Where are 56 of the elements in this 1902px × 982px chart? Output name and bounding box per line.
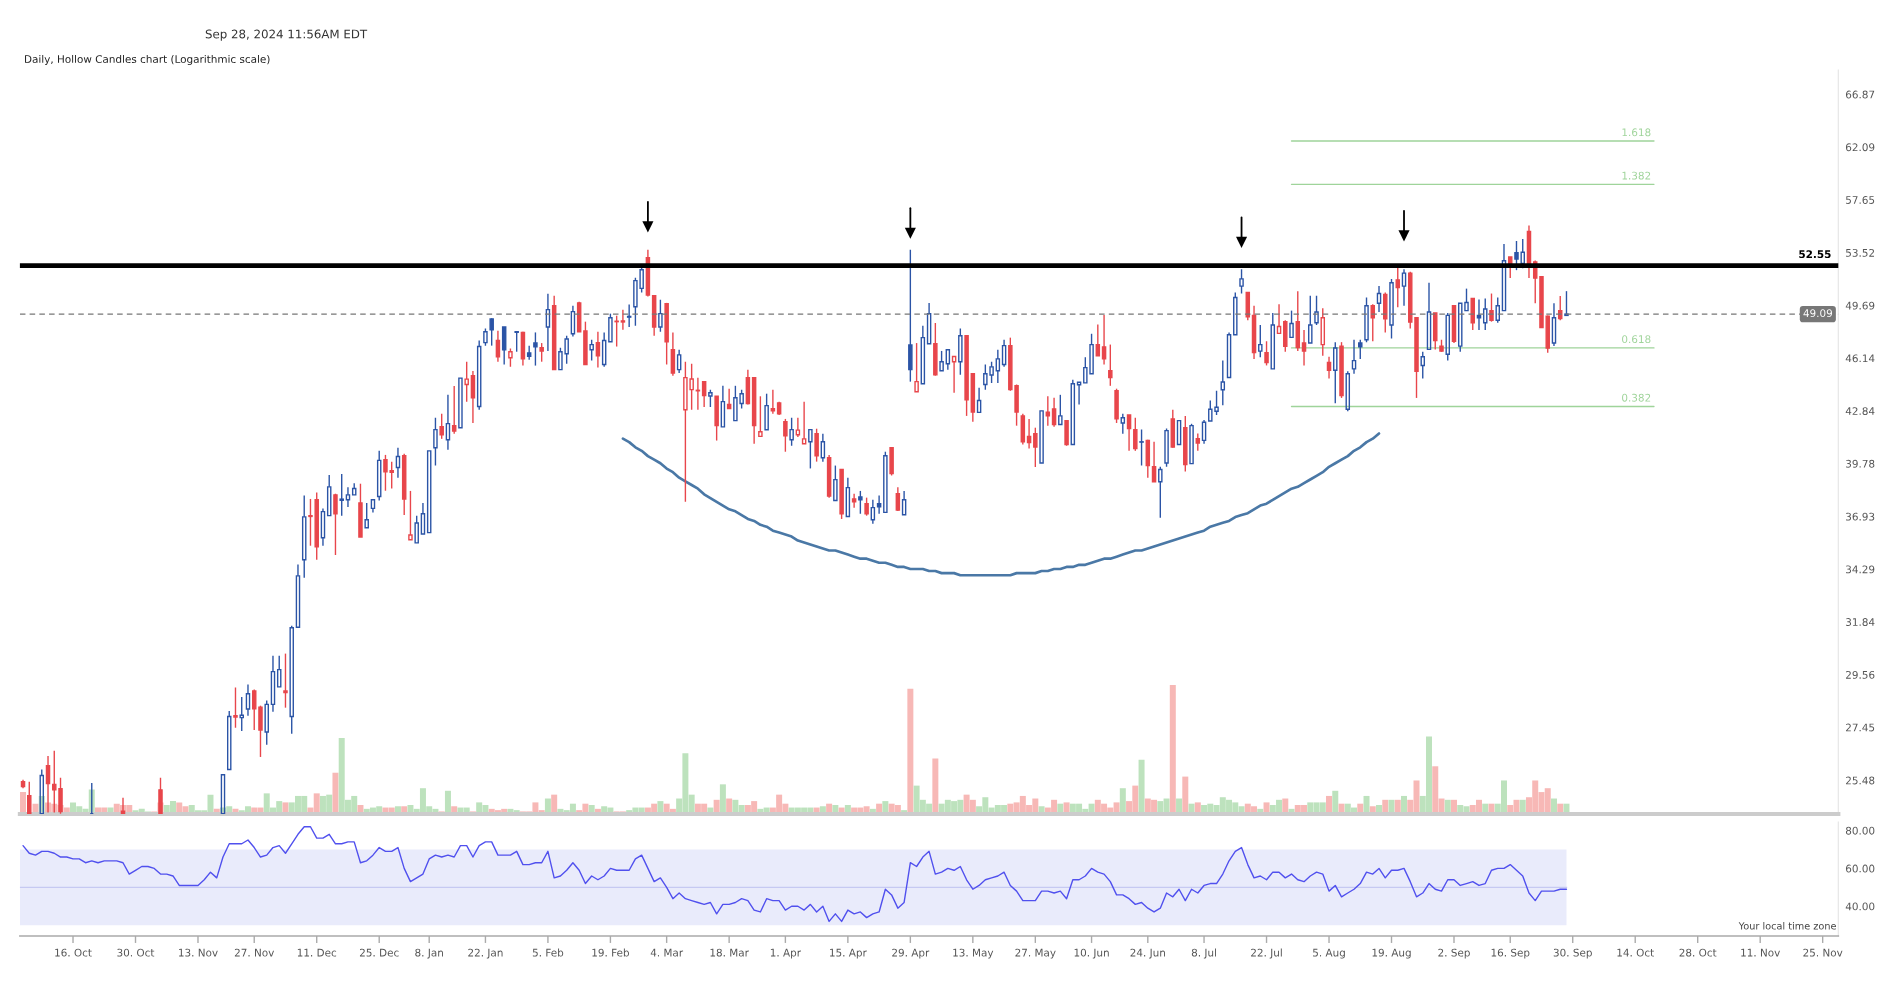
y-tick-label: 60.00 <box>1845 864 1875 873</box>
x-tick-label: 1. Apr <box>770 948 802 959</box>
y-tick-label: 57.65 <box>1846 196 1875 204</box>
chart-title: Daily, Hollow Candles chart (Logarithmic scale) <box>25 54 270 66</box>
x-tick-label: 19. Aug <box>1372 948 1411 959</box>
y-tick-label: 66.87 <box>1845 90 1875 99</box>
x-tick-label: 30. Sep <box>1553 948 1592 959</box>
x-tick-label: 16. Oct <box>55 948 92 957</box>
y-tick-label: 49.69 <box>1845 301 1875 310</box>
y-tick-label: 31.84 <box>1846 618 1875 626</box>
x-tick-label: 8. Jan <box>415 948 443 959</box>
y-tick-label: 29.56 <box>1846 670 1875 679</box>
x-tick-label: 24. Jun <box>1130 948 1165 959</box>
y-tick-label: 39.78 <box>1846 459 1875 468</box>
x-tick-label: 16. Sep <box>1491 948 1530 959</box>
y-tick-label: 36.93 <box>1846 512 1875 521</box>
x-tick-label: 11. Dec <box>297 948 337 957</box>
x-tick-label: 22. Jan <box>468 948 503 959</box>
x-tick-label: 22. Jul <box>1251 948 1282 959</box>
x-tick-label: 18. Mar <box>710 948 749 957</box>
series-label: 0.382 <box>1622 393 1651 402</box>
y-tick-label: 34.29 <box>1846 565 1875 574</box>
x-tick-label: 5. Aug <box>1313 948 1345 959</box>
annotation: Your local time zone <box>1738 922 1836 930</box>
ref-line-label: 49.09 <box>1803 309 1833 318</box>
y-tick-label: 53.52 <box>1846 248 1875 257</box>
x-tick-label: 15. Apr <box>830 948 867 959</box>
series-label: 0.618 <box>1622 335 1651 344</box>
x-tick-label: 13. May <box>953 948 994 959</box>
x-tick-label: 2. Sep <box>1438 948 1470 959</box>
x-tick-label: 5. Feb <box>532 948 564 957</box>
chart-subtitle: Sep 28, 2024 11:56AM EDT <box>205 29 368 41</box>
x-tick-label: 28. Oct <box>1679 948 1717 957</box>
x-tick-label: 11. Nov <box>1741 948 1780 957</box>
y-tick-label: 25.48 <box>1846 776 1875 785</box>
x-tick-label: 10. Jun <box>1074 948 1109 959</box>
series-label: 1.618 <box>1622 128 1651 137</box>
y-tick-label: 42.84 <box>1845 407 1875 416</box>
x-tick-label: 25. Nov <box>1803 948 1843 957</box>
x-tick-label: 27. May <box>1015 948 1056 959</box>
y-tick-label: 80.00 <box>1845 826 1875 835</box>
x-tick-label: 13. Nov <box>179 948 218 957</box>
x-tick-label: 8. Jul <box>1191 948 1216 959</box>
x-tick-label: 4. Mar <box>650 948 684 957</box>
x-tick-label: 30. Oct <box>117 948 155 957</box>
y-tick-label: 62.09 <box>1845 143 1875 152</box>
y-tick-label: 46.14 <box>1845 354 1875 363</box>
ref-line-label: 52.55 <box>1799 250 1831 259</box>
x-tick-label: 25. Dec <box>359 948 399 957</box>
x-tick-label: 19. Feb <box>592 948 629 957</box>
x-tick-label: 27. Nov <box>234 948 275 957</box>
x-tick-label: 14. Oct <box>1617 948 1654 957</box>
y-tick-label: 27.45 <box>1846 723 1875 732</box>
series-label: 1.382 <box>1622 171 1651 180</box>
y-tick-label: 40.00 <box>1845 902 1875 911</box>
x-tick-label: 29. Apr <box>892 948 930 959</box>
